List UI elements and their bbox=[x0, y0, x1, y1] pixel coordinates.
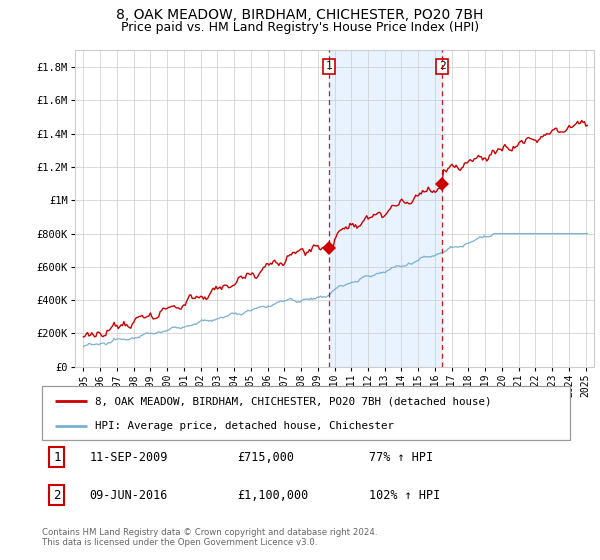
Text: 77% ↑ HPI: 77% ↑ HPI bbox=[370, 450, 433, 464]
Text: £1,100,000: £1,100,000 bbox=[238, 489, 308, 502]
Text: £715,000: £715,000 bbox=[238, 450, 295, 464]
FancyBboxPatch shape bbox=[42, 386, 570, 440]
Text: Price paid vs. HM Land Registry's House Price Index (HPI): Price paid vs. HM Land Registry's House … bbox=[121, 21, 479, 34]
Text: 2: 2 bbox=[53, 489, 61, 502]
Text: 1: 1 bbox=[53, 450, 61, 464]
Text: 8, OAK MEADOW, BIRDHAM, CHICHESTER, PO20 7BH (detached house): 8, OAK MEADOW, BIRDHAM, CHICHESTER, PO20… bbox=[95, 396, 491, 407]
Text: HPI: Average price, detached house, Chichester: HPI: Average price, detached house, Chic… bbox=[95, 421, 394, 431]
Text: 11-SEP-2009: 11-SEP-2009 bbox=[89, 450, 168, 464]
Text: 8, OAK MEADOW, BIRDHAM, CHICHESTER, PO20 7BH: 8, OAK MEADOW, BIRDHAM, CHICHESTER, PO20… bbox=[116, 8, 484, 22]
Text: 102% ↑ HPI: 102% ↑ HPI bbox=[370, 489, 440, 502]
Text: Contains HM Land Registry data © Crown copyright and database right 2024.
This d: Contains HM Land Registry data © Crown c… bbox=[42, 528, 377, 547]
Text: 2: 2 bbox=[439, 62, 446, 72]
Text: 09-JUN-2016: 09-JUN-2016 bbox=[89, 489, 168, 502]
Bar bbox=[329, 50, 442, 367]
Text: 1: 1 bbox=[326, 62, 332, 72]
